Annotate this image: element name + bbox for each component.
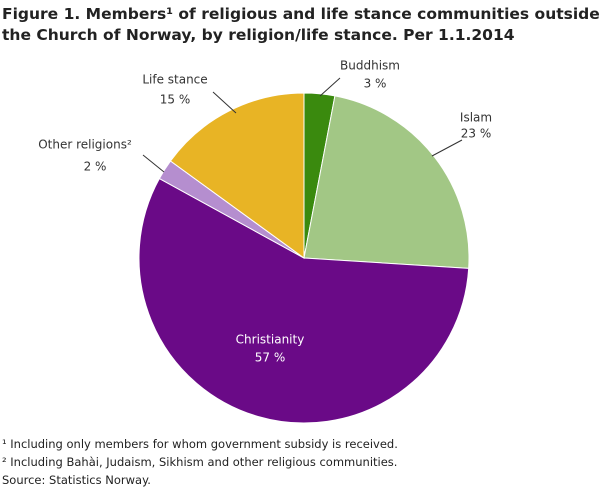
value-label: 3 % [364,77,387,91]
footnote: ¹ Including only members for whom govern… [2,437,398,451]
leader-line [319,77,341,97]
slice-label: Islam [460,111,492,125]
pie-slice [169,92,305,259]
slice-label: Christianity [236,333,305,347]
slice-label: Buddhism [340,59,400,73]
pie-slice [138,177,470,424]
value-label: 23 % [461,127,492,141]
slice-label: Other religions² [38,138,132,152]
slice-label: Life stance [142,73,207,87]
chart: Buddhism 3 % Islam 23 % Christianity 57 % Othe… [38,59,492,424]
value-label: 15 % [160,93,191,107]
pie-slice [303,95,470,269]
leader-line [431,139,463,157]
chart-title: Figure 1. Members¹ of religious and life… [2,5,600,44]
footnote: ² Including Bahài, Judaism, Sikhism and … [2,455,398,469]
value-label: 2 % [84,160,107,174]
leader-line [142,154,165,173]
leader-line [212,91,237,114]
value-label: 57 % [255,351,286,365]
footnote: Source: Statistics Norway. [2,473,151,487]
